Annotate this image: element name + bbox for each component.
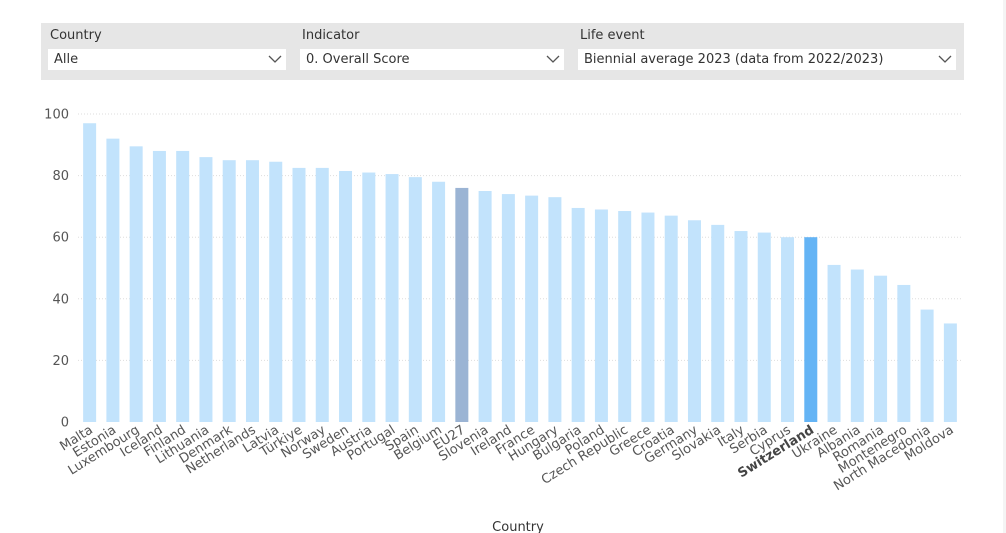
bar-romania[interactable]: [874, 275, 888, 422]
bar-italy[interactable]: [734, 231, 748, 422]
x-axis-title: Country: [492, 520, 544, 533]
bar-slovenia[interactable]: [478, 191, 492, 422]
y-tick-label: 60: [52, 231, 69, 246]
scrollbar-track: [1003, 0, 1006, 533]
bar-montenegro[interactable]: [897, 284, 911, 422]
bar-czech-republic[interactable]: [618, 211, 632, 422]
bar-germany[interactable]: [687, 220, 701, 422]
life-event-dropdown[interactable]: Biennial average 2023 (data from 2022/20…: [578, 49, 956, 70]
bar-ukraine[interactable]: [827, 264, 841, 422]
bar-eu27[interactable]: [455, 187, 469, 422]
bar-portugal[interactable]: [385, 174, 399, 422]
chevron-down-icon: [546, 55, 560, 63]
bar-austria[interactable]: [362, 172, 376, 422]
bar-latvia[interactable]: [269, 161, 283, 423]
bar-croatia[interactable]: [664, 215, 678, 422]
filter-bar: Country Alle Indicator 0. Overall Score …: [41, 23, 964, 80]
country-dropdown-value: Alle: [54, 52, 79, 67]
life-event-filter-label: Life event: [580, 28, 645, 43]
y-tick-label: 100: [44, 108, 69, 123]
bar-north-macedonia[interactable]: [920, 309, 934, 422]
y-tick-label: 40: [52, 292, 69, 307]
y-axis: 0 20 40 60 80 100: [44, 108, 69, 431]
bars: [83, 123, 957, 423]
chevron-down-icon: [268, 55, 282, 63]
bar-greece[interactable]: [641, 212, 655, 422]
bar-hungary[interactable]: [548, 197, 562, 422]
bar-belgium[interactable]: [432, 181, 446, 422]
bar-poland[interactable]: [594, 209, 608, 422]
bar-france[interactable]: [525, 195, 539, 422]
bar-switzerland[interactable]: [804, 237, 818, 422]
bar-spain[interactable]: [408, 177, 422, 422]
bar-norway[interactable]: [315, 167, 329, 422]
life-event-dropdown-value: Biennial average 2023 (data from 2022/20…: [584, 52, 884, 67]
y-tick-label: 80: [52, 169, 69, 184]
chevron-down-icon: [938, 55, 952, 63]
y-tick-label: 0: [61, 416, 69, 431]
bar-albania[interactable]: [850, 269, 864, 422]
country-dropdown[interactable]: Alle: [48, 49, 286, 70]
bar-bulgaria[interactable]: [571, 207, 585, 422]
bar-t-rkiye[interactable]: [292, 167, 306, 422]
bar-denmark[interactable]: [222, 160, 236, 422]
bar-sweden[interactable]: [339, 170, 353, 422]
bar-finland[interactable]: [176, 150, 190, 422]
country-filter-label: Country: [50, 28, 102, 43]
y-tick-label: 20: [52, 354, 69, 369]
bar-estonia[interactable]: [106, 138, 120, 422]
bar-serbia[interactable]: [757, 232, 771, 422]
bar-moldova[interactable]: [943, 323, 957, 422]
bar-netherlands[interactable]: [245, 160, 259, 422]
bar-iceland[interactable]: [152, 150, 166, 422]
bar-malta[interactable]: [83, 123, 97, 423]
bar-lithuania[interactable]: [199, 157, 213, 422]
indicator-filter-label: Indicator: [302, 28, 360, 43]
bar-cyprus[interactable]: [781, 237, 795, 422]
bar-ireland[interactable]: [501, 194, 515, 422]
indicator-dropdown-value: 0. Overall Score: [306, 52, 410, 67]
x-axis: MaltaEstoniaLuxembourgIcelandFinlandLith…: [57, 422, 956, 494]
bar-slovakia[interactable]: [711, 224, 725, 422]
indicator-dropdown[interactable]: 0. Overall Score: [300, 49, 564, 70]
bar-luxembourg[interactable]: [129, 146, 143, 422]
